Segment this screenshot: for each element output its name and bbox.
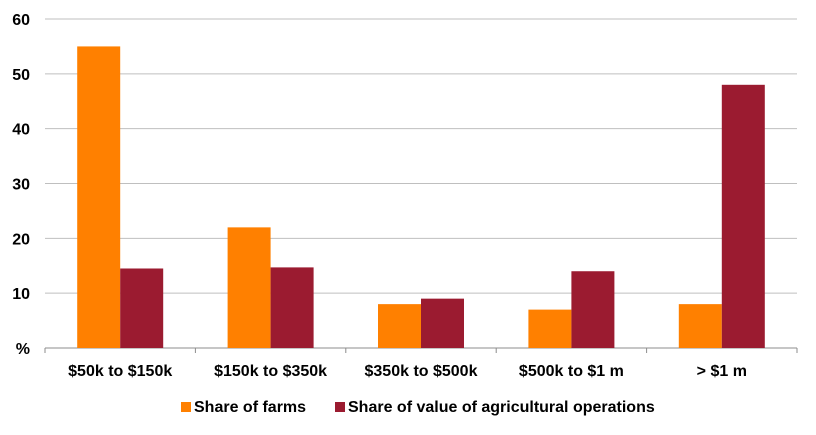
x-tick-label: $150k to $350k [214, 363, 327, 380]
bar-share-of-farms-1 [227, 227, 271, 348]
y-tick-label: 10 [12, 286, 30, 303]
y-tick-label: 50 [12, 67, 30, 84]
x-axis-ticks: $50k to $150k $150k to $350k $350k to $500… [68, 363, 747, 380]
bar-share-of-value-2 [421, 298, 464, 348]
legend-swatch-share-of-value [335, 402, 345, 412]
x-tick-label: $50k to $150k [68, 363, 172, 380]
y-tick-label: 30 [12, 177, 30, 194]
x-tick-label: > $1 m [697, 363, 747, 380]
y-axis-ticks: % 10 20 30 40 50 60 [12, 12, 30, 358]
y-tick-label: 60 [12, 12, 30, 29]
bar-share-of-farms-4 [678, 304, 722, 348]
gridlines [44, 18, 798, 353]
legend: Share of farms Share of value of agricul… [181, 399, 655, 416]
bar-share-of-farms-3 [528, 309, 572, 348]
bar-share-of-farms-2 [378, 304, 421, 348]
x-tick-label: $350k to $500k [365, 363, 478, 380]
x-tick-label: $500k to $1 m [519, 363, 624, 380]
legend-label-share-of-value: Share of value of agricultural operation… [348, 399, 655, 416]
y-tick-label: 20 [12, 231, 30, 248]
bar-share-of-value-0 [120, 268, 164, 348]
legend-label-share-of-farms: Share of farms [194, 399, 306, 416]
bar-share-of-value-1 [270, 267, 314, 348]
bar-share-of-value-3 [571, 271, 615, 348]
legend-swatch-share-of-farms [181, 402, 191, 412]
bar-share-of-value-4 [721, 84, 765, 349]
bar-share-of-farms-0 [77, 46, 121, 349]
y-tick-label: % [16, 341, 30, 358]
bars [77, 46, 765, 349]
y-tick-label: 40 [12, 122, 30, 139]
